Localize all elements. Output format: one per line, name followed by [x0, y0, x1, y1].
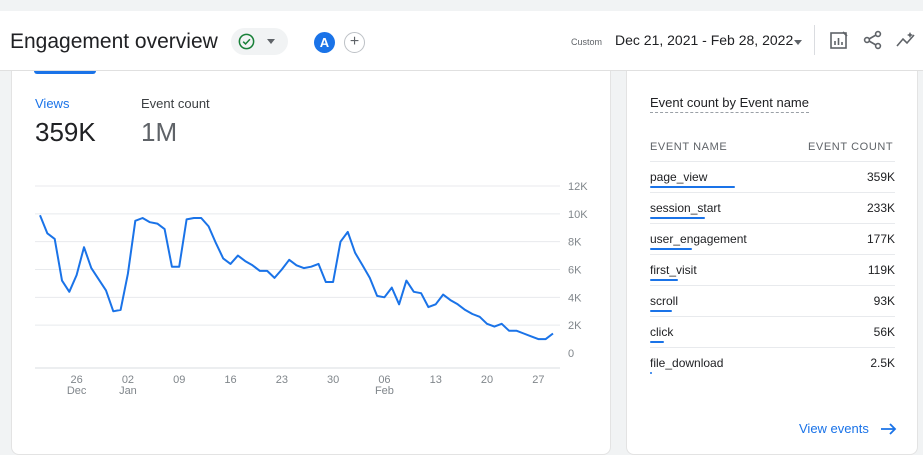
column-header-event-count: EVENT COUNT	[808, 141, 894, 153]
metric-value-views: 359K	[35, 117, 96, 147]
event-count: 177K	[866, 232, 895, 246]
header-divider	[814, 25, 815, 55]
metric-tab-views[interactable]: Views	[35, 96, 70, 111]
customize-report-icon[interactable]	[828, 29, 850, 51]
page-title: Engagement overview	[10, 30, 218, 53]
event-table-card	[626, 71, 918, 455]
table-row[interactable]: first_visit 119K	[650, 254, 895, 285]
x-tick-label: 13	[430, 374, 442, 386]
x-tick-month-label: Feb	[375, 385, 394, 397]
x-tick-label: 02	[122, 374, 134, 386]
y-tick-label: 0	[568, 348, 574, 360]
event-count: 359K	[866, 170, 895, 184]
report-header: Engagement overview A + Custom Dec 21, 2…	[0, 11, 923, 71]
y-tick-label: 2K	[568, 320, 582, 332]
chevron-down-icon	[267, 39, 275, 44]
event-name: scroll	[650, 294, 679, 308]
metric-value-event-count: 1M	[141, 117, 178, 147]
metric-tab-indicator	[34, 71, 96, 74]
table-row[interactable]: user_engagement 177K	[650, 223, 895, 254]
table-row[interactable]: page_view 359K	[650, 161, 895, 192]
view-events-link[interactable]: View events	[799, 421, 869, 436]
table-row[interactable]: click 56K	[650, 316, 895, 347]
y-tick-label: 8K	[568, 237, 582, 249]
x-tick-label: 09	[173, 374, 185, 386]
table-title: Event count by Event name	[650, 95, 809, 113]
add-comparison-icon[interactable]: +	[344, 32, 365, 53]
y-tick-label: 12K	[568, 181, 588, 193]
event-share-bar	[650, 310, 673, 312]
event-share-bar	[650, 341, 664, 343]
date-range-type: Custom	[571, 37, 603, 47]
insights-icon[interactable]	[895, 29, 917, 51]
date-chevron-down-icon[interactable]	[794, 40, 802, 45]
arrow-right-icon[interactable]	[880, 422, 898, 436]
share-icon[interactable]	[862, 29, 884, 51]
table-row[interactable]: scroll 93K	[650, 285, 895, 316]
chart-card	[11, 71, 611, 455]
event-share-bar	[650, 186, 735, 188]
x-tick-label: 20	[481, 374, 493, 386]
x-tick-month-label: Dec	[67, 385, 87, 397]
event-count: 93K	[873, 294, 895, 308]
x-tick-label: 30	[327, 374, 339, 386]
event-count: 56K	[873, 325, 895, 339]
x-tick-month-label: Jan	[119, 385, 137, 397]
column-header-event-name: EVENT NAME	[650, 141, 728, 153]
event-name: file_download	[650, 356, 724, 370]
table-row[interactable]: session_start 233K	[650, 192, 895, 223]
metric-tab-event-count[interactable]: Event count	[141, 96, 210, 111]
event-count: 2.5K	[870, 356, 895, 370]
check-circle-icon	[238, 33, 255, 50]
x-tick-label: 06	[378, 374, 390, 386]
event-count: 119K	[867, 263, 895, 277]
y-tick-label: 4K	[568, 292, 582, 304]
event-share-bar	[650, 217, 706, 219]
event-share-bar	[650, 372, 652, 374]
x-tick-label: 26	[71, 374, 83, 386]
event-name: user_engagement	[650, 232, 747, 246]
event-name: first_visit	[650, 263, 697, 277]
comparison-avatar[interactable]: A	[314, 32, 335, 53]
report-status-dropdown[interactable]	[231, 28, 288, 55]
event-count: 233K	[866, 201, 895, 215]
x-tick-label: 27	[532, 374, 544, 386]
series-line-views	[39, 214, 554, 341]
date-range-picker[interactable]: Dec 21, 2021 - Feb 28, 2022	[615, 32, 794, 48]
event-name: page_view	[650, 170, 708, 184]
table-row[interactable]: file_download 2.5K	[650, 347, 895, 378]
y-tick-label: 10K	[568, 209, 588, 221]
x-tick-label: 23	[276, 374, 288, 386]
event-name: click	[650, 325, 674, 339]
event-share-bar	[650, 248, 692, 250]
y-tick-label: 6K	[568, 265, 582, 277]
event-share-bar	[650, 279, 679, 281]
x-tick-label: 16	[224, 374, 236, 386]
event-name: session_start	[650, 201, 721, 215]
